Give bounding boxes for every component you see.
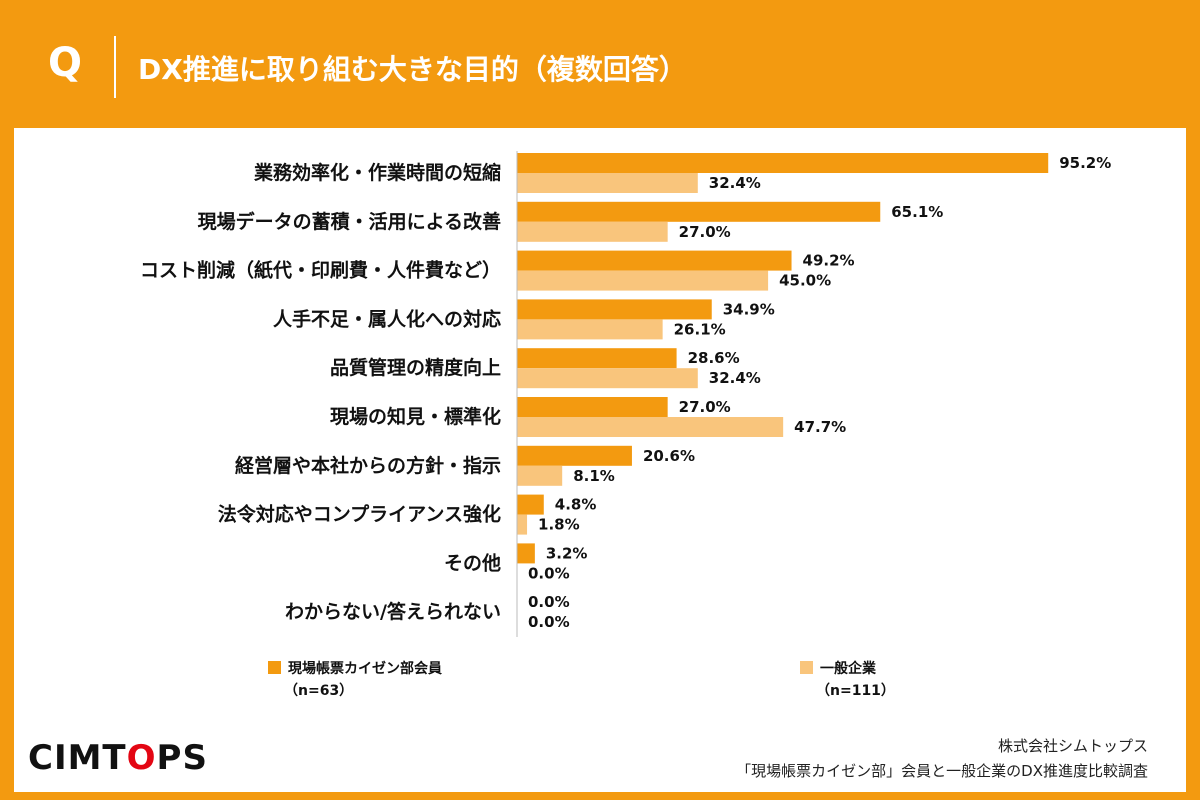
category-label: 現場データの蓄積・活用による改善: [198, 210, 501, 233]
source-note: 株式会社シムトップス 「現場帳票カイゼン部」会員と一般企業のDX推進度比較調査: [736, 734, 1148, 784]
data-label: 3.2%: [546, 544, 588, 562]
bar-member: [517, 153, 1049, 173]
category-label: 現場の知見・標準化: [330, 405, 501, 428]
data-label: 95.2%: [1059, 154, 1111, 172]
data-label: 28.6%: [688, 349, 740, 367]
data-label: 47.7%: [794, 418, 846, 436]
bar-member: [517, 543, 535, 564]
bar-general: [517, 319, 663, 340]
data-label: 20.6%: [643, 447, 695, 465]
bar-general: [517, 465, 563, 486]
category-label: その他: [444, 551, 501, 574]
data-label: 45.0%: [779, 272, 831, 290]
data-label: 8.1%: [573, 467, 615, 485]
category-label: 法令対応やコンプライアンス強化: [218, 503, 501, 526]
data-label: 26.1%: [674, 320, 726, 338]
data-label: 49.2%: [803, 252, 855, 270]
header: Q DX推進に取り組む大きな目的（複数回答）: [0, 0, 1200, 128]
data-label: 27.0%: [679, 398, 731, 416]
data-label: 65.1%: [891, 203, 943, 221]
data-label: 0.0%: [528, 593, 570, 611]
data-label: 1.8%: [538, 516, 580, 534]
bar-chart: 業務効率化・作業時間の短縮 95.2% 32.4% 現場データの蓄積・活用による改善 6…: [140, 151, 1111, 699]
bar-member: [517, 201, 881, 222]
bar-general: [517, 368, 698, 389]
company-name: 株式会社シムトップス: [997, 737, 1148, 755]
bar-member: [517, 299, 712, 320]
bar-member: [517, 445, 632, 466]
bar-general: [517, 514, 528, 535]
bar-member: [517, 494, 544, 515]
bar-general: [517, 221, 668, 242]
data-label: 27.0%: [679, 223, 731, 241]
chart-title: DX推進に取り組む大きな目的（複数回答）: [138, 53, 687, 86]
brand-logo: CIMTOPS: [28, 738, 208, 778]
legend-swatch: [800, 661, 813, 674]
bar-member: [517, 348, 677, 369]
legend-label: 現場帳票カイゼン部会員: [288, 660, 442, 677]
category-label: 業務効率化・作業時間の短縮: [253, 161, 501, 184]
category-label: 品質管理の精度向上: [330, 356, 501, 379]
category-label: わからない/答えられない: [285, 600, 501, 623]
bar-member: [517, 397, 668, 417]
data-label: 0.0%: [528, 613, 570, 631]
legend-n: （n=111）: [816, 683, 895, 699]
data-label: 0.0%: [528, 564, 570, 582]
header-divider: [114, 36, 116, 98]
data-label: 32.4%: [709, 369, 761, 387]
bar-general: [517, 173, 698, 193]
data-label: 32.4%: [709, 174, 761, 192]
legend-label: 一般企業: [820, 660, 877, 677]
legend-n: （n=63）: [284, 683, 353, 699]
category-label: 人手不足・属人化への対応: [273, 307, 501, 330]
data-label: 34.9%: [723, 300, 775, 318]
data-label: 4.8%: [555, 496, 597, 514]
brand-logo-part: CIMT: [28, 738, 127, 778]
category-label: 経営層や本社からの方針・指示: [235, 454, 501, 477]
survey-source: 「現場帳票カイゼン部」会員と一般企業のDX推進度比較調査: [736, 762, 1148, 780]
question-mark-label: Q: [48, 40, 83, 86]
bar-general: [517, 270, 769, 291]
bar-general: [517, 417, 784, 437]
brand-logo-o: O: [126, 738, 157, 778]
chart-panel: 業務効率化・作業時間の短縮 95.2% 32.4% 現場データの蓄積・活用による改善 6…: [14, 128, 1186, 792]
category-label: コスト削減（紙代・印刷費・人件費など）: [140, 259, 501, 282]
legend-swatch: [268, 661, 281, 674]
bar-member: [517, 250, 792, 271]
brand-logo-part: PS: [156, 738, 208, 778]
